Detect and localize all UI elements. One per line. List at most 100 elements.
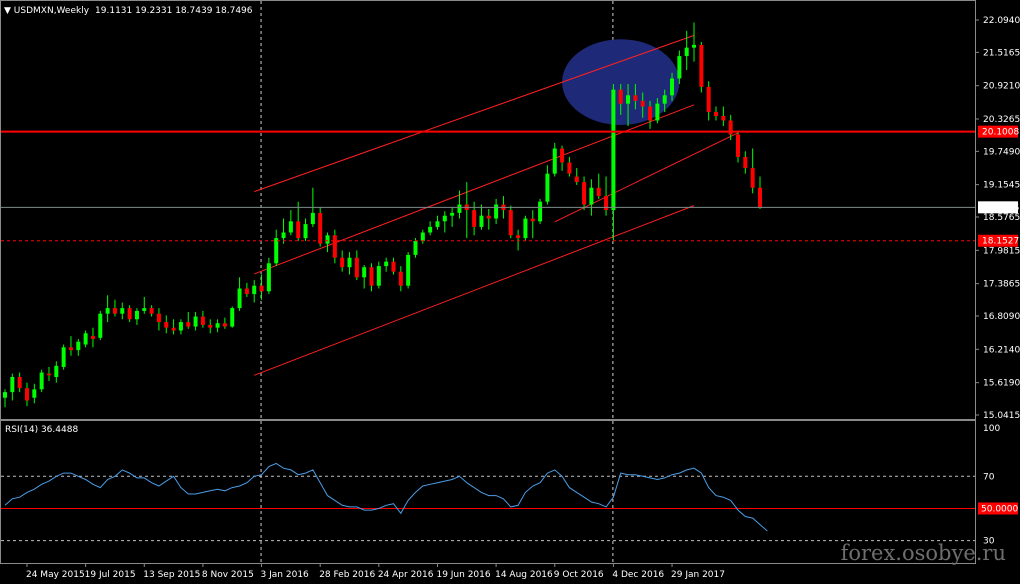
- candle-body: [369, 267, 374, 286]
- candle: [523, 215, 528, 241]
- candle: [149, 305, 154, 317]
- rsi-series-line: [4, 462, 768, 532]
- x-tick-label: 9 Oct 2016: [554, 570, 604, 580]
- y-tick-label: 17.9815: [983, 246, 1020, 256]
- candle-body: [46, 373, 51, 376]
- candle-body: [105, 308, 110, 314]
- candle-body: [32, 389, 37, 398]
- candle-body: [721, 115, 726, 121]
- candle: [626, 84, 631, 127]
- current-price-tag: [978, 201, 1018, 214]
- candle-body: [413, 240, 418, 255]
- candle-body: [472, 210, 477, 227]
- candle-body: [171, 327, 176, 331]
- candle: [171, 319, 176, 335]
- candle-body: [237, 288, 242, 309]
- rsi-tick-label: 30: [983, 537, 995, 547]
- candle-body: [200, 316, 205, 325]
- candle: [611, 84, 616, 241]
- candle-body: [376, 266, 381, 286]
- candle: [24, 382, 29, 407]
- candle-body: [391, 261, 396, 272]
- candle: [230, 306, 235, 328]
- y-tick-label: 22.0940: [983, 16, 1020, 26]
- candle-body: [736, 134, 740, 157]
- candle: [508, 205, 513, 239]
- candle: [362, 264, 367, 289]
- candle: [259, 274, 264, 300]
- candle: [164, 315, 169, 334]
- candle: [420, 229, 425, 244]
- candle-body: [596, 187, 601, 197]
- candle: [450, 207, 455, 227]
- candle-body: [648, 106, 653, 121]
- dashed-level-label: 18.1527: [982, 237, 1019, 247]
- y-tick-label: 16.2140: [983, 345, 1020, 355]
- candle: [68, 336, 73, 356]
- candle: [54, 361, 59, 383]
- candle: [252, 280, 257, 303]
- candle: [105, 295, 110, 323]
- candle-body: [288, 221, 293, 233]
- candle: [200, 310, 205, 328]
- candle-body: [24, 388, 29, 401]
- candle-body: [142, 308, 147, 311]
- candle: [472, 201, 477, 236]
- candle-body: [618, 89, 623, 104]
- candle-body: [39, 372, 44, 390]
- candle: [757, 176, 762, 209]
- candle-body: [193, 316, 198, 327]
- rsi-tick-label: 70: [983, 472, 995, 482]
- price-pane: 22.0940 21.5165 20.9210 20.3265 19.7490 19.15…: [0, 0, 1020, 563]
- candle-body: [215, 323, 220, 328]
- y-tick-label: 20.9210: [983, 82, 1020, 92]
- candle-body: [296, 221, 301, 239]
- chart-title: ▼ USDMXN,Weekly 19.1131 19.2331 18.7439 1…: [4, 6, 253, 16]
- candle: [516, 229, 521, 251]
- resistance-tag: [978, 125, 1018, 138]
- candle: [10, 373, 15, 401]
- candle: [670, 72, 675, 101]
- candle: [589, 179, 594, 216]
- candle-body: [61, 347, 66, 367]
- candle-body: [552, 148, 557, 174]
- candle: [435, 215, 440, 230]
- x-tick-label: 8 Nov 2015: [202, 570, 254, 580]
- y-tick-label: 19.7490: [983, 147, 1020, 157]
- candle-body: [156, 313, 161, 323]
- candle: [112, 299, 117, 317]
- candle: [640, 92, 645, 118]
- y-tick-label: 17.3865: [983, 280, 1020, 290]
- candle: [457, 190, 462, 219]
- candle-body: [406, 254, 411, 286]
- candle: [83, 330, 88, 348]
- candle-body: [486, 215, 491, 219]
- candle: [76, 338, 81, 356]
- channel-lower-line: [254, 205, 695, 376]
- candle: [325, 232, 330, 253]
- rsi-pane: 100 70 30 50.0000 RSI(14) 36.4488: [0, 420, 1018, 564]
- candle-body: [714, 112, 719, 116]
- candle: [567, 156, 572, 177]
- candle-body: [98, 313, 103, 338]
- candle-body: [545, 173, 550, 202]
- candle-body: [398, 271, 403, 286]
- candle: [684, 30, 689, 71]
- candle-body: [17, 376, 22, 389]
- candle: [347, 252, 352, 275]
- candle-body: [677, 56, 682, 79]
- candle: [178, 319, 183, 335]
- candle: [332, 229, 337, 264]
- candle-body: [699, 44, 704, 87]
- candle: [413, 238, 418, 258]
- candle: [120, 302, 125, 320]
- candle-body: [692, 44, 697, 48]
- symbol-label: USDMXN,Weekly: [14, 6, 90, 16]
- candle: [743, 151, 748, 174]
- candle-body: [68, 347, 73, 351]
- candle: [398, 266, 403, 292]
- candle: [193, 312, 198, 331]
- x-tick-label: 14 Aug 2016: [495, 570, 553, 580]
- candle: [39, 369, 44, 393]
- candle-body: [567, 162, 572, 174]
